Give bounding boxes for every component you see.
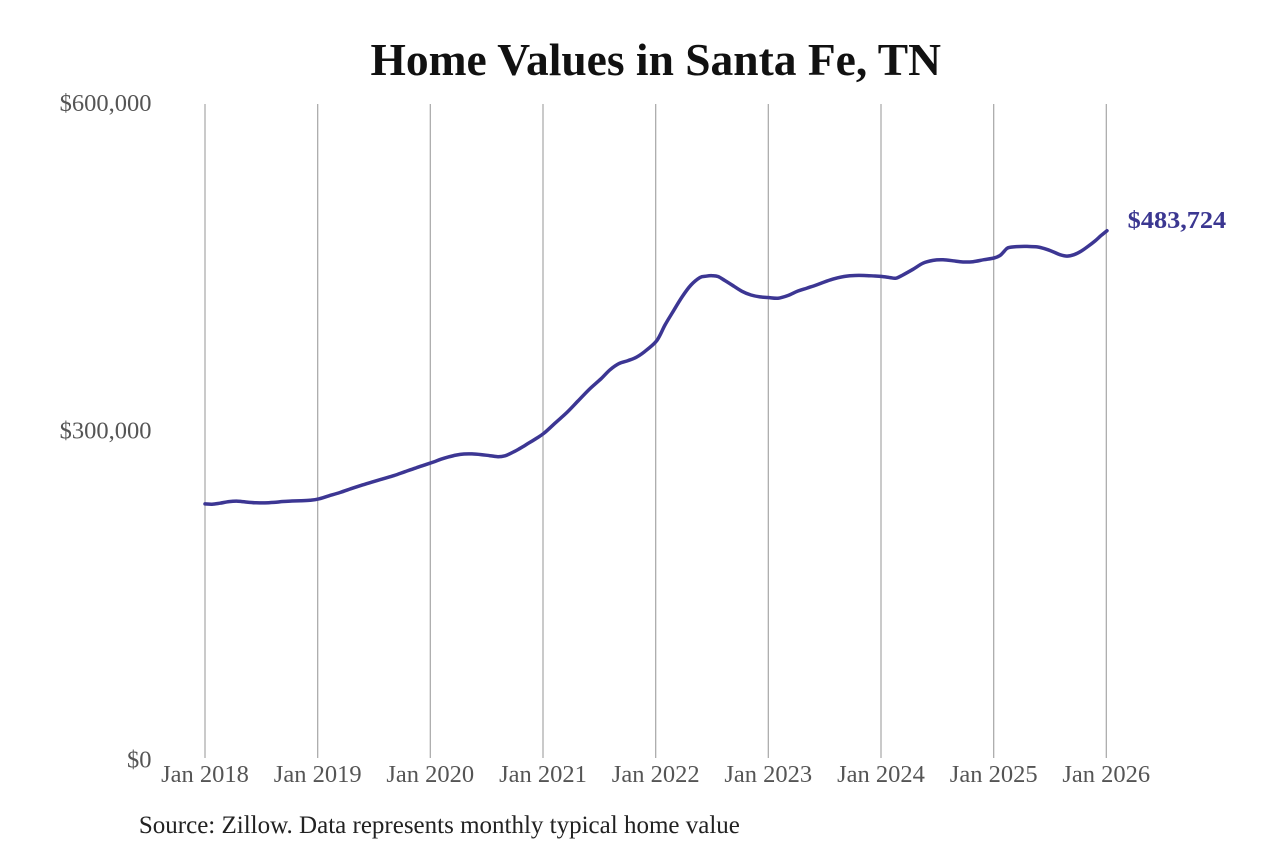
- svg-text:Jan 2019: Jan 2019: [274, 761, 362, 788]
- svg-text:$483,724: $483,724: [1128, 208, 1227, 234]
- svg-text:Jan 2025: Jan 2025: [950, 761, 1038, 788]
- svg-text:Jan 2026: Jan 2026: [1062, 761, 1150, 788]
- svg-text:Jan 2020: Jan 2020: [386, 761, 474, 788]
- svg-text:Jan 2021: Jan 2021: [499, 761, 587, 788]
- svg-text:Source: Zillow. Data represent: Source: Zillow. Data represents monthly …: [139, 812, 740, 839]
- svg-text:Jan 2022: Jan 2022: [612, 761, 700, 788]
- svg-text:$600,000: $600,000: [60, 90, 152, 117]
- svg-text:Jan 2024: Jan 2024: [837, 761, 925, 788]
- svg-text:Jan 2018: Jan 2018: [161, 761, 249, 788]
- svg-text:Home Values in Santa Fe, TN: Home Values in Santa Fe, TN: [370, 34, 941, 85]
- svg-text:Jan 2023: Jan 2023: [724, 761, 812, 788]
- svg-text:$300,000: $300,000: [60, 417, 152, 444]
- svg-text:$0: $0: [127, 747, 152, 774]
